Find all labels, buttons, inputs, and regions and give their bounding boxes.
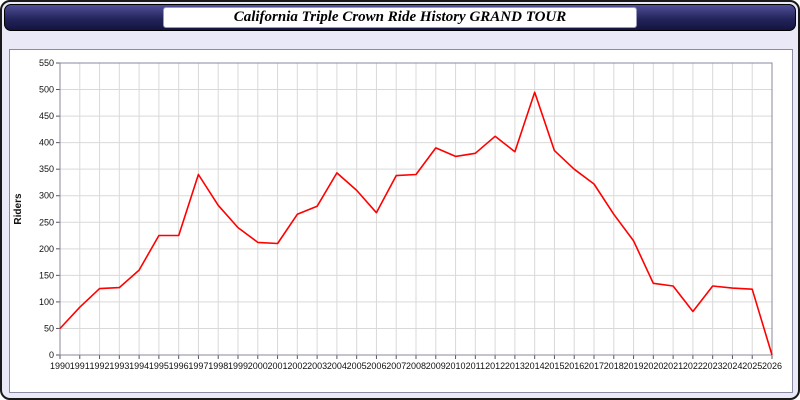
x-tick-label: 1992 (90, 361, 110, 371)
x-tick-label: 2026 (762, 361, 782, 371)
y-tick-label: 350 (39, 164, 54, 174)
x-tick-label: 2014 (525, 361, 545, 371)
chart-panel: 0 50 100 150 200 250 300 350 400 450 500 550 1990 199… (9, 49, 793, 393)
y-tick-label: 150 (39, 270, 54, 280)
x-tick-label: 1997 (188, 361, 208, 371)
y-axis-label: Riders (13, 193, 24, 225)
x-tick-label: 2001 (268, 361, 288, 371)
x-tick-label: 2011 (466, 361, 485, 371)
x-tick-label: 2025 (742, 361, 762, 371)
x-tick-label: 2013 (505, 361, 525, 371)
x-tick-label: 2017 (584, 361, 604, 371)
y-tick-label: 0 (49, 350, 54, 360)
title-box: California Triple Crown Ride History GRA… (162, 7, 638, 28)
x-tick-label: 1990 (50, 361, 70, 371)
x-tick-label: 2012 (485, 361, 505, 371)
y-tick-label: 300 (39, 191, 54, 201)
riders-data-line (59, 91, 773, 356)
x-tick-label: 2009 (426, 361, 446, 371)
x-tick-label: 2005 (347, 361, 367, 371)
y-tick-label: 500 (39, 85, 54, 95)
x-tick-label: 1993 (109, 361, 129, 371)
title-bar: California Triple Crown Ride History GRA… (4, 4, 796, 31)
x-tick-label: 2022 (683, 361, 703, 371)
x-tick-label: 2019 (624, 361, 644, 371)
x-tick-label: 1994 (129, 361, 149, 371)
x-tick-label: 2004 (327, 361, 347, 371)
y-tick-label: 400 (39, 138, 54, 148)
x-tick-label: 1999 (228, 361, 248, 371)
x-tick-label: 2020 (643, 361, 663, 371)
y-tick-label: 550 (39, 58, 54, 68)
x-tick-label: 2016 (564, 361, 584, 371)
y-tick-label: 250 (39, 217, 54, 227)
x-tick-label: 1995 (149, 361, 169, 371)
x-tick-label: 2010 (446, 361, 466, 371)
x-tick-label: 2024 (722, 361, 742, 371)
x-tick-label: 2023 (703, 361, 723, 371)
x-tick-label: 2007 (386, 361, 406, 371)
x-tick-label: 2018 (604, 361, 624, 371)
y-tick-label: 50 (44, 323, 54, 333)
x-tick-label: 2015 (544, 361, 564, 371)
page-title: California Triple Crown Ride History GRA… (233, 9, 567, 25)
x-tick-label: 2021 (663, 361, 683, 371)
x-tick-label: 1998 (208, 361, 228, 371)
x-tick-label: 2003 (307, 361, 327, 371)
y-tick-label: 100 (39, 297, 54, 307)
y-tick-label: 200 (39, 244, 54, 254)
plot-border (59, 62, 773, 356)
x-tick-label: 2000 (248, 361, 268, 371)
x-tick-label: 2002 (287, 361, 307, 371)
x-tick-label: 1991 (70, 361, 90, 371)
y-tick-label: 450 (39, 111, 54, 121)
x-tick-label: 2006 (366, 361, 386, 371)
x-tick-label: 1996 (169, 361, 189, 371)
x-tick-label: 2008 (406, 361, 426, 371)
